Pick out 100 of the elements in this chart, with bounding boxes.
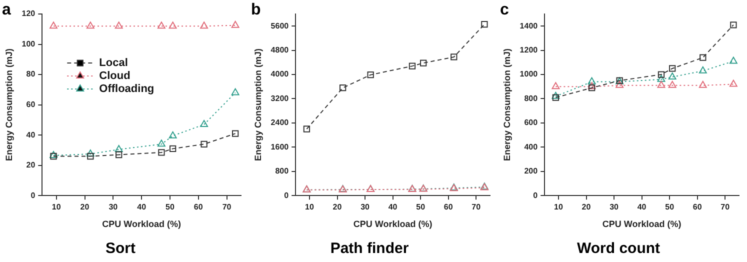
x-tick-label: 40 — [388, 202, 398, 212]
x-tick-label: 70 — [472, 202, 482, 212]
point — [168, 131, 177, 138]
y-tick-label: 5600 — [270, 21, 290, 30]
point — [339, 84, 346, 92]
y-tick-label: 400 — [524, 142, 538, 152]
y-tick-label: 2400 — [270, 118, 290, 128]
x-tick-label: 70 — [222, 202, 232, 212]
point — [698, 80, 707, 88]
y-tick-label: 1000 — [520, 70, 538, 79]
y-tick-label: 800 — [524, 94, 538, 103]
x-axis-title: CPU Workload (%) — [602, 219, 682, 230]
y-axis-title: Energy Consumption (mJ) — [4, 48, 14, 162]
y-tick-label: 60 — [26, 100, 36, 110]
point — [616, 80, 624, 88]
point — [657, 74, 666, 82]
x-tick-label: 30 — [360, 202, 370, 212]
point — [668, 72, 676, 80]
y-tick-label: 200 — [524, 166, 538, 176]
point — [231, 88, 240, 96]
x-tick-label: 20 — [582, 202, 592, 212]
point — [420, 60, 427, 66]
point — [658, 71, 665, 78]
y-tick-label: 0 — [30, 190, 36, 200]
text: Path finder — [330, 240, 409, 258]
point — [116, 151, 122, 158]
x-tick-label: 50 — [166, 202, 175, 212]
point — [729, 56, 738, 64]
x-tick-label: 50 — [665, 202, 675, 212]
legend-label: Local — [99, 57, 128, 70]
point — [200, 140, 208, 148]
y-tick-label: 3200 — [270, 94, 290, 103]
x-tick-label: 20 — [80, 202, 90, 212]
y-tick-label: 1600 — [270, 142, 290, 152]
y-axis-title: Energy Consumption (mJ) — [252, 48, 263, 162]
x-tick-label: 10 — [52, 202, 62, 212]
point — [50, 22, 58, 29]
point — [303, 126, 310, 132]
legend-label: Offloading — [99, 83, 154, 96]
point — [698, 66, 707, 74]
point — [588, 82, 596, 90]
point — [158, 149, 165, 156]
point — [169, 145, 176, 152]
text: Sort — [106, 240, 136, 258]
legend-label: Cloud — [99, 70, 130, 82]
y-tick-label: 1400 — [520, 21, 538, 30]
point — [669, 65, 676, 72]
y-tick-label: 0 — [533, 190, 538, 200]
y-tick-label: 100 — [22, 39, 36, 48]
x-tick-label: 60 — [444, 202, 454, 212]
point — [200, 120, 208, 127]
y-tick-label: 800 — [275, 166, 290, 176]
x-tick-label: 30 — [108, 202, 118, 212]
x-tick-label: 60 — [692, 202, 702, 212]
point — [552, 82, 560, 90]
y-tick-label: 0 — [284, 190, 290, 200]
text: a — [2, 1, 11, 18]
point — [729, 80, 738, 87]
x-tick-label: 10 — [305, 202, 314, 212]
point — [168, 22, 177, 29]
x-tick-label: 10 — [554, 202, 564, 212]
point — [700, 54, 706, 61]
x-axis-title: CPU Workload (%) — [353, 219, 432, 230]
y-tick-label: 4000 — [270, 70, 290, 79]
point — [588, 77, 596, 84]
point — [157, 140, 166, 147]
y-tick-label: 120 — [22, 9, 36, 18]
text: c — [500, 1, 509, 18]
x-tick-label: 30 — [610, 202, 620, 212]
x-tick-label: 40 — [637, 202, 647, 212]
point — [730, 22, 737, 28]
point — [157, 22, 166, 29]
y-tick-label: 80 — [26, 70, 36, 79]
y-tick-label: 4800 — [270, 46, 290, 55]
point — [450, 54, 458, 60]
point — [200, 22, 208, 29]
x-tick-label: 20 — [332, 202, 342, 212]
point — [481, 20, 488, 28]
point — [408, 62, 416, 70]
point — [87, 152, 94, 160]
text: b — [251, 1, 261, 18]
y-tick-label: 20 — [26, 160, 36, 170]
x-axis-title: CPU Workload (%) — [102, 219, 181, 230]
point — [86, 22, 94, 29]
x-tick-label: 40 — [137, 202, 147, 212]
y-tick-label: 1200 — [520, 46, 538, 55]
point — [657, 80, 666, 88]
point — [114, 22, 123, 29]
point — [86, 149, 94, 156]
point — [552, 92, 560, 99]
text: Word count — [576, 240, 660, 258]
point — [668, 80, 676, 88]
point — [114, 144, 123, 152]
x-tick-label: 60 — [194, 202, 204, 212]
y-tick-label: 600 — [524, 118, 538, 128]
point — [231, 20, 240, 28]
y-tick-label: 40 — [26, 130, 36, 140]
point — [232, 130, 239, 137]
point — [552, 94, 560, 101]
point — [588, 84, 596, 92]
